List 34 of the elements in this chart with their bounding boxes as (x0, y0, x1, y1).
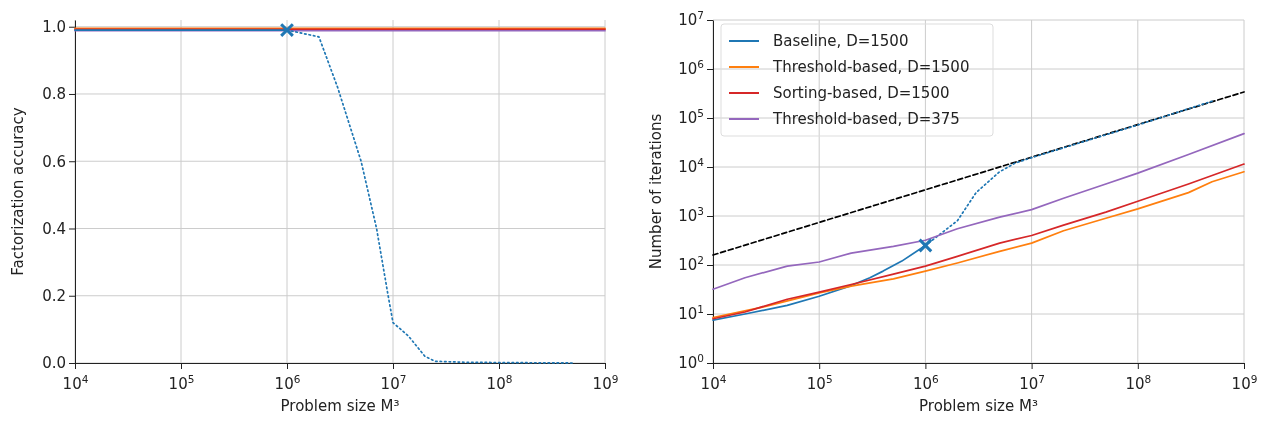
y-tick-label: 10$^{0}$ (678, 352, 704, 373)
x-axis-title: Problem size M³ (280, 397, 400, 415)
legend-label: Threshold-based, D=375 (772, 110, 960, 128)
x-tick-label: 10$^{5}$ (168, 372, 195, 393)
legend-label: Baseline, D=1500 (773, 32, 909, 50)
y-tick-label: 0.0 (42, 354, 66, 373)
y-axis-title: Factorization accuracy (9, 107, 27, 276)
y-tick-label: 0.6 (42, 152, 66, 171)
y-tick-label: 0.2 (42, 287, 66, 306)
y-tick-label: 10$^{5}$ (678, 107, 704, 128)
y-tick-label: 0.4 (42, 219, 66, 238)
x-tick-label: 10$^{4}$ (700, 372, 727, 393)
x-tick-label: 10$^{5}$ (806, 372, 833, 393)
y-tick-label: 10$^{3}$ (678, 205, 704, 226)
legend-label: Threshold-based, D=1500 (772, 58, 970, 76)
y-tick-label: 10$^{2}$ (678, 254, 704, 275)
x-tick-label: 10$^{7}$ (380, 372, 407, 393)
x-tick-label: 10$^{8}$ (486, 372, 513, 393)
y-tick-label: 0.8 (42, 85, 66, 104)
x-tick-label: 10$^{4}$ (62, 372, 89, 393)
x-tick-label: 10$^{9}$ (1231, 372, 1258, 393)
x-tick-label: 10$^{6}$ (274, 372, 301, 393)
y-tick-label: 10$^{4}$ (678, 156, 705, 177)
y-tick-label: 1.0 (42, 18, 66, 37)
legend-label: Sorting-based, D=1500 (773, 84, 950, 102)
x-axis-title: Problem size M³ (919, 397, 1038, 415)
y-tick-label: 10$^{6}$ (678, 58, 705, 79)
y-axis-title: Number of iterations (647, 113, 665, 270)
x-tick-label: 10$^{9}$ (592, 372, 619, 393)
x-tick-label: 10$^{6}$ (913, 372, 940, 393)
y-tick-label: 10$^{7}$ (678, 9, 704, 30)
x-tick-label: 10$^{8}$ (1125, 372, 1152, 393)
x-tick-label: 10$^{7}$ (1019, 372, 1045, 393)
y-tick-label: 10$^{1}$ (678, 303, 704, 324)
